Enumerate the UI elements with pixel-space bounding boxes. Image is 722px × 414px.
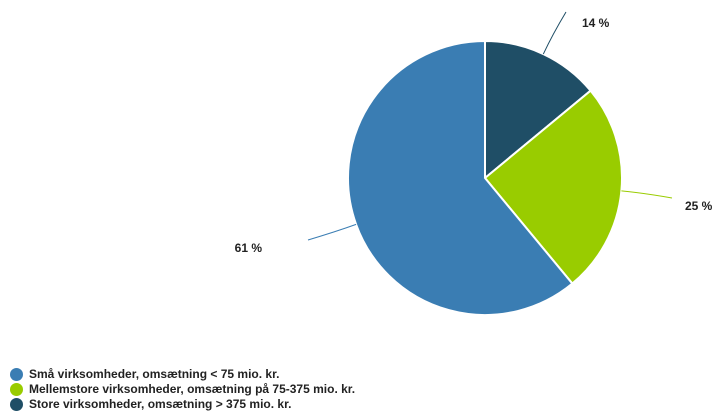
data-label-large: 14 % (582, 16, 610, 30)
legend-swatch-medium (10, 383, 23, 396)
legend-item-medium[interactable]: Mellemstore virksomheder, omsætning på 7… (10, 382, 355, 397)
chart-legend: Små virksomheder, omsætning < 75 mio. kr… (10, 367, 355, 412)
data-label-medium: 25 % (685, 199, 713, 213)
pie-slice-medium[interactable] (484, 89, 623, 285)
legend-label-medium: Mellemstore virksomheder, omsætning på 7… (29, 382, 356, 396)
legend-item-small[interactable]: Små virksomheder, omsætning < 75 mio. kr… (10, 367, 355, 382)
connector-line-small (307, 223, 357, 241)
connector-line-medium (621, 190, 673, 199)
legend-item-large[interactable]: Store virksomheder, omsætning > 375 mio.… (10, 397, 355, 412)
legend-label-small: Små virksomheder, omsætning < 75 mio. kr… (29, 367, 280, 381)
legend-swatch-large (10, 398, 23, 411)
pie-slice-large[interactable] (484, 40, 592, 179)
legend-label-large: Store virksomheder, omsætning > 375 mio.… (29, 397, 292, 411)
connector-line-large (542, 11, 567, 55)
legend-swatch-small (10, 368, 23, 381)
data-label-small: 61 % (235, 241, 263, 255)
